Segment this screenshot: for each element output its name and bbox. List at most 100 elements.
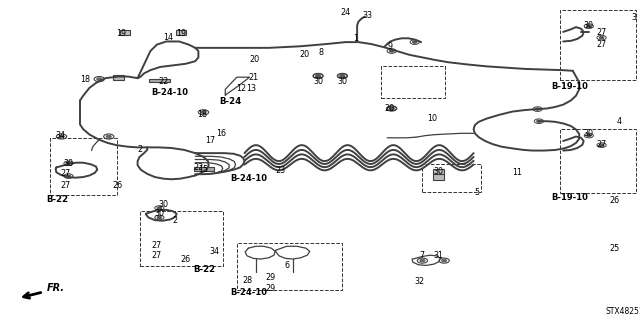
Text: 6: 6: [284, 261, 289, 270]
Bar: [560, 129, 636, 193]
Text: 14: 14: [163, 33, 173, 42]
Bar: [433, 169, 444, 174]
Text: 30: 30: [313, 77, 323, 86]
Text: 27: 27: [596, 140, 607, 149]
Circle shape: [157, 217, 161, 219]
Text: 30: 30: [337, 77, 348, 86]
Circle shape: [587, 25, 591, 27]
Text: 13: 13: [246, 84, 257, 93]
Text: 26: 26: [180, 255, 191, 264]
Text: B-24: B-24: [220, 97, 241, 106]
Text: FR.: FR.: [47, 284, 65, 293]
Text: 2: 2: [172, 216, 177, 225]
Text: 32: 32: [415, 277, 425, 286]
Circle shape: [67, 162, 70, 164]
Text: 20: 20: [300, 50, 310, 59]
Text: 27: 27: [151, 251, 161, 260]
Text: 27: 27: [596, 40, 607, 48]
Text: 4: 4: [616, 117, 621, 126]
Text: 34: 34: [56, 131, 66, 140]
Text: 24: 24: [340, 8, 351, 17]
Circle shape: [97, 78, 102, 80]
Text: 29: 29: [266, 273, 276, 282]
Text: 26: 26: [112, 181, 122, 189]
Text: STX482511: STX482511: [605, 308, 640, 316]
Circle shape: [390, 108, 394, 109]
Text: 21: 21: [248, 73, 259, 82]
Circle shape: [157, 207, 161, 209]
Circle shape: [420, 259, 425, 262]
Text: 26: 26: [609, 197, 620, 205]
Text: 20: 20: [384, 104, 394, 113]
Text: 3: 3: [631, 13, 636, 22]
Circle shape: [536, 108, 540, 110]
Circle shape: [316, 75, 320, 77]
Text: 33: 33: [362, 11, 372, 20]
Text: B-24-10: B-24-10: [151, 88, 188, 97]
Circle shape: [340, 75, 345, 77]
Text: 10: 10: [427, 114, 437, 122]
Text: B-22: B-22: [194, 265, 216, 274]
Text: 27: 27: [61, 181, 71, 190]
Text: 27: 27: [596, 28, 607, 37]
Bar: [381, 66, 445, 98]
Circle shape: [201, 111, 206, 114]
Text: B-19-10: B-19-10: [551, 82, 588, 91]
Text: B-22: B-22: [47, 195, 68, 204]
Text: B-24-10: B-24-10: [230, 174, 267, 183]
Circle shape: [67, 175, 70, 177]
Text: 30: 30: [158, 200, 168, 209]
Text: 7: 7: [420, 251, 425, 260]
Text: 18: 18: [197, 110, 207, 119]
Bar: [194, 167, 214, 171]
Text: 30: 30: [433, 167, 444, 176]
Text: 30: 30: [63, 159, 74, 168]
Circle shape: [537, 120, 541, 122]
Text: 9: 9: [388, 42, 393, 51]
Circle shape: [390, 50, 394, 52]
Text: 16: 16: [216, 130, 227, 138]
Text: 30: 30: [584, 130, 594, 138]
Text: 28: 28: [242, 276, 252, 285]
Circle shape: [316, 75, 321, 77]
Text: 20: 20: [250, 55, 260, 63]
Text: 23: 23: [275, 166, 285, 175]
Text: 27: 27: [61, 169, 71, 178]
Text: 1: 1: [353, 34, 358, 43]
Circle shape: [442, 259, 447, 262]
Text: 30: 30: [584, 21, 594, 30]
Text: B-24-10: B-24-10: [230, 288, 267, 297]
Text: 15: 15: [198, 165, 208, 174]
Text: 27: 27: [151, 241, 161, 250]
Text: 12: 12: [236, 84, 246, 93]
Text: 11: 11: [512, 168, 522, 177]
Text: 29: 29: [266, 284, 276, 293]
Circle shape: [340, 75, 344, 77]
Bar: [237, 243, 342, 290]
Text: 22: 22: [159, 77, 169, 86]
Circle shape: [106, 135, 111, 138]
Text: 25: 25: [609, 244, 620, 253]
Bar: [422, 164, 481, 192]
Bar: [176, 30, 186, 35]
Text: 5: 5: [474, 188, 479, 197]
Bar: [120, 30, 130, 35]
Text: 8: 8: [319, 48, 324, 57]
Bar: [50, 138, 117, 195]
Text: 2: 2: [137, 145, 142, 154]
Text: 17: 17: [205, 136, 215, 145]
Text: 22: 22: [193, 163, 204, 172]
Text: B-19-10: B-19-10: [551, 193, 588, 202]
Circle shape: [413, 41, 417, 43]
Circle shape: [600, 37, 604, 39]
Text: 30: 30: [154, 209, 164, 218]
Text: 34: 34: [209, 247, 220, 256]
Bar: [113, 75, 124, 80]
Text: 18: 18: [80, 75, 90, 84]
Text: 31: 31: [433, 251, 444, 260]
Text: 19: 19: [116, 29, 127, 38]
Bar: [433, 174, 444, 180]
Bar: [560, 10, 636, 80]
Circle shape: [600, 144, 604, 146]
Bar: [149, 78, 170, 82]
